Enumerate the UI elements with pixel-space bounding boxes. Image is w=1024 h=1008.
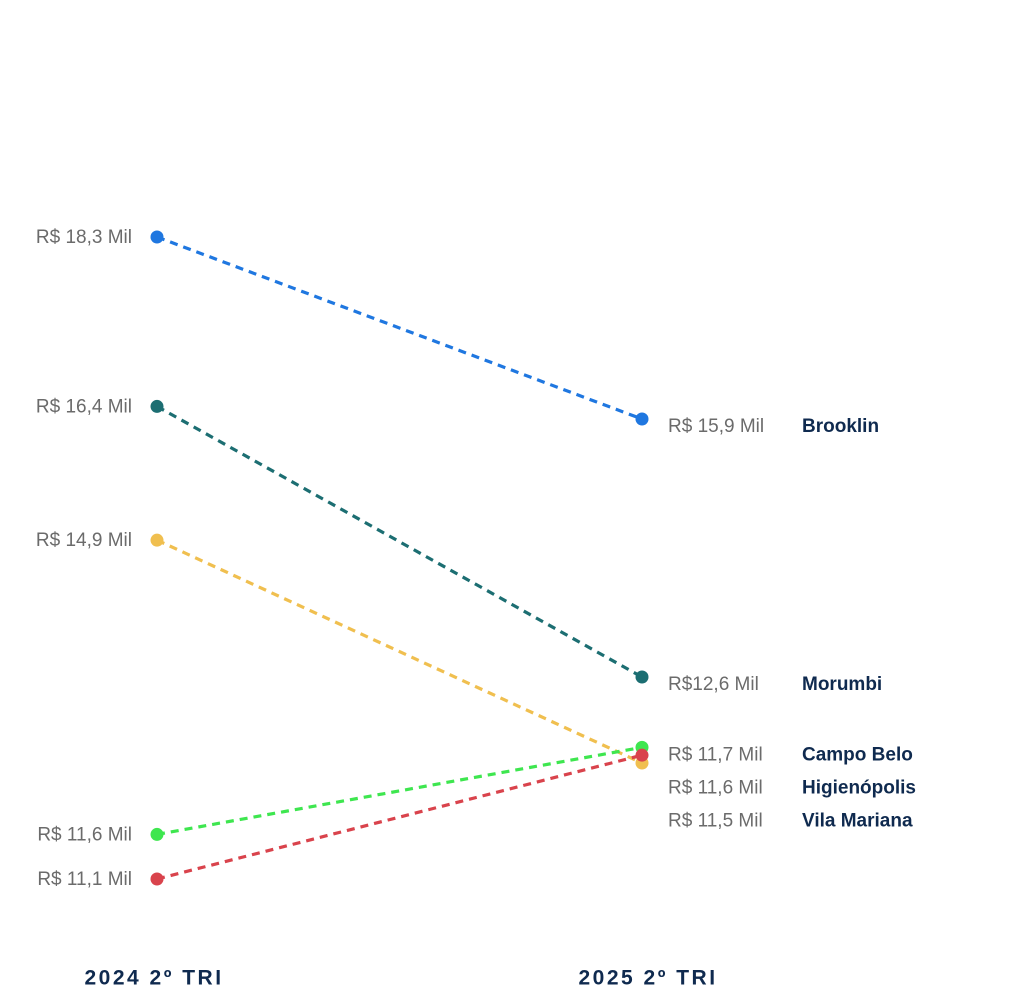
series-points bbox=[150, 230, 649, 886]
series-name-labels: Brooklin Morumbi Vila Mariana Campo Belo Hig… bbox=[802, 416, 916, 831]
value-label-2025-vila-mariana: R$ 11,5 Mil bbox=[668, 810, 763, 831]
series-line-vila-mariana bbox=[156, 538, 643, 765]
value-label-2024-brooklin: R$ 18,3 Mil bbox=[36, 227, 132, 248]
series-lines bbox=[156, 235, 643, 881]
value-label-2025-higienopolis: R$ 11,6 Mil bbox=[668, 777, 763, 798]
point-2024-vila-mariana bbox=[150, 533, 164, 547]
series-line-campo-belo bbox=[156, 745, 643, 836]
x-axis-label-2024: 2024 2º TRI bbox=[84, 967, 223, 990]
value-label-2025-brooklin: R$ 15,9 Mil bbox=[668, 416, 764, 437]
value-label-2024-higienopolis: R$ 11,1 Mil bbox=[37, 869, 132, 890]
series-name-morumbi: Morumbi bbox=[802, 674, 882, 695]
x-axis-labels: 2024 2º TRI 2025 2º TRI bbox=[84, 967, 717, 990]
series-name-campo-belo: Campo Belo bbox=[802, 744, 913, 765]
point-2024-morumbi bbox=[150, 399, 164, 413]
x-axis-label-2025: 2025 2º TRI bbox=[578, 967, 717, 990]
series-line-brooklin bbox=[156, 235, 643, 421]
point-2025-brooklin bbox=[635, 412, 649, 426]
point-2025-morumbi bbox=[635, 670, 649, 684]
series-line-morumbi bbox=[156, 405, 643, 679]
right-value-labels: R$ 15,9 Mil R$12,6 Mil R$ 11,5 Mil R$ 11,7 … bbox=[668, 416, 764, 831]
value-label-2024-morumbi: R$ 16,4 Mil bbox=[36, 396, 132, 417]
series-name-brooklin: Brooklin bbox=[802, 416, 879, 437]
value-label-2024-vila-mariana: R$ 14,9 Mil bbox=[36, 530, 132, 551]
point-2024-higienopolis bbox=[150, 872, 164, 886]
point-2024-brooklin bbox=[150, 230, 164, 244]
value-label-2025-campo-belo: R$ 11,7 Mil bbox=[668, 744, 763, 765]
left-value-labels: R$ 18,3 Mil R$ 16,4 Mil R$ 14,9 Mil R$ 11,6… bbox=[36, 227, 132, 890]
point-2024-campo-belo bbox=[150, 827, 164, 841]
series-name-higienopolis: Higienópolis bbox=[802, 777, 916, 798]
value-label-2024-campo-belo: R$ 11,6 Mil bbox=[37, 824, 132, 845]
series-name-vila-mariana: Vila Mariana bbox=[802, 810, 913, 831]
point-2025-higienopolis bbox=[635, 748, 649, 762]
series-line-higienopolis bbox=[156, 753, 643, 881]
value-label-2025-morumbi: R$12,6 Mil bbox=[668, 674, 759, 695]
